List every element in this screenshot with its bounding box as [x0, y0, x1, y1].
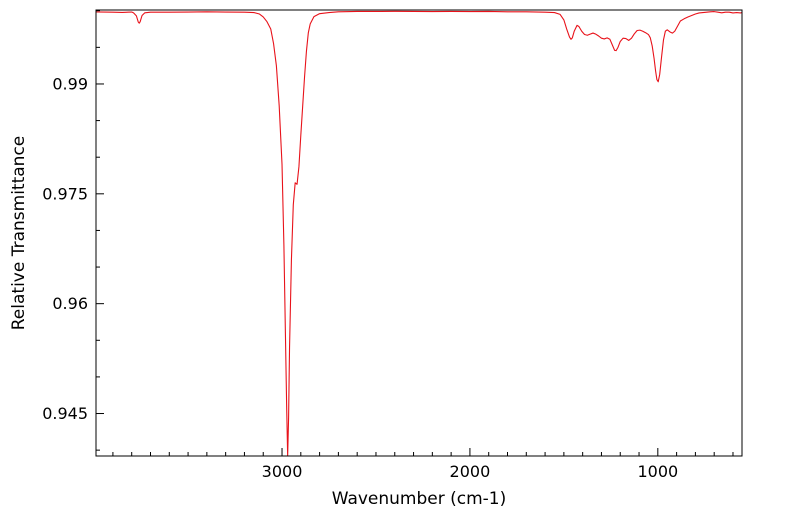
- series-line: [95, 10, 743, 457]
- major-ticks: [96, 83, 659, 456]
- plot-frame: [95, 9, 743, 457]
- x-tick-labels: 3000 2000 1000: [262, 462, 679, 481]
- minor-ticks: [96, 10, 734, 456]
- x-tick-label: 1000: [637, 462, 678, 481]
- y-tick-label: 0.945: [42, 404, 88, 423]
- x-axis-label: Wavenumber (cm-1): [332, 489, 507, 509]
- y-tick-labels: 0.945 0.96 0.975 0.99: [42, 74, 88, 423]
- y-tick-label: 0.99: [52, 74, 88, 93]
- x-tick-label: 3000: [262, 462, 303, 481]
- plot-background: [96, 10, 742, 456]
- x-tick-label: 2000: [450, 462, 491, 481]
- y-tick-label: 0.975: [42, 184, 88, 203]
- y-axis-label: Relative Transmittance: [9, 136, 29, 331]
- y-tick-label: 0.96: [52, 294, 88, 313]
